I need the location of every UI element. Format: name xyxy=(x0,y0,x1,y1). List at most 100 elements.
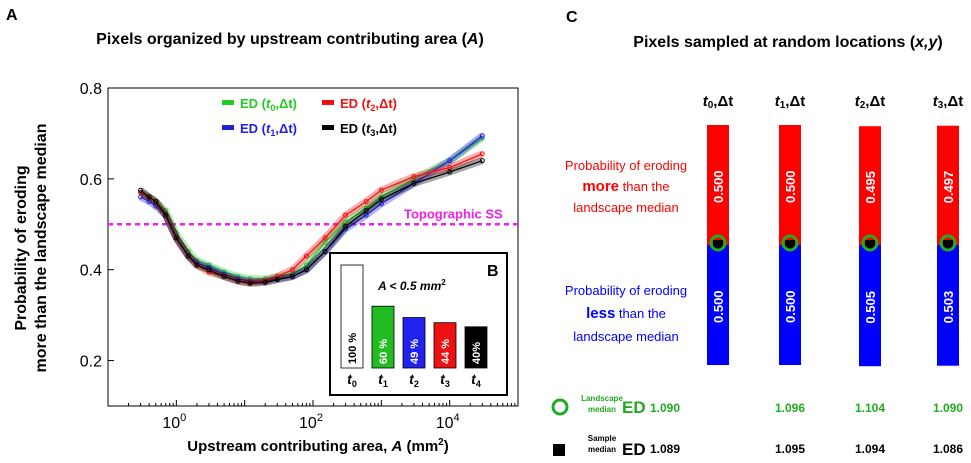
panel-b-letter: B xyxy=(487,263,499,280)
x-tick-label: 102 xyxy=(299,412,323,432)
panel-a-title: Pixels organized by upstream contributin… xyxy=(96,31,484,48)
data-point xyxy=(479,133,485,139)
x-tick-label: 100 xyxy=(162,412,186,432)
less-bar-label: 0.500 xyxy=(783,290,798,323)
c-column-3: t3,Δt 0.497 0.503 1.090 1.086 xyxy=(933,93,964,456)
landscape-median-marker xyxy=(939,234,957,252)
more-bar-label: 0.497 xyxy=(941,171,956,204)
sample-median-marker xyxy=(943,240,953,250)
b-bar-1 xyxy=(371,305,395,369)
more-bar-label: 0.495 xyxy=(863,171,878,204)
data-point xyxy=(322,239,328,245)
more-bar xyxy=(779,125,801,245)
data-point xyxy=(363,199,369,205)
sample-ed-label: ED xyxy=(622,440,646,459)
c-column-header: t3,Δt xyxy=(933,93,964,111)
b-bar-label: 40% xyxy=(471,342,483,364)
landscape-ed-value: 1.096 xyxy=(775,401,805,415)
landscape-median-marker xyxy=(861,234,879,252)
data-point xyxy=(138,194,144,200)
data-point xyxy=(235,278,241,284)
less-bar xyxy=(707,245,729,365)
b-bar-label: 44 % xyxy=(440,339,452,364)
b-bar-axis-label: t0 xyxy=(347,371,357,389)
series-0 xyxy=(138,135,485,283)
b-bar-axis-label: t4 xyxy=(471,371,481,389)
data-point xyxy=(185,253,191,259)
data-point xyxy=(378,201,384,207)
landscape-median-marker-icon xyxy=(551,398,569,416)
data-point xyxy=(447,165,453,170)
data-point xyxy=(303,267,309,273)
y-tick-label: 0.4 xyxy=(80,263,102,280)
sample-ed-value: 1.086 xyxy=(933,442,963,456)
b-bar-label: 60 % xyxy=(378,339,390,364)
more-bar-label: 0.500 xyxy=(711,170,726,203)
data-point xyxy=(185,249,191,255)
b-bar-label: 49 % xyxy=(409,339,421,364)
landscape-median-label-1: Landscape xyxy=(581,394,623,403)
panel-a-xlabel: Upstream contributing area, A (mm2) xyxy=(187,437,448,455)
b-bar-axis-label: t1 xyxy=(378,371,388,389)
series-line xyxy=(140,137,483,280)
more-line-3: landscape median xyxy=(573,200,679,215)
c-column-header: t0,Δt xyxy=(703,93,734,111)
data-point xyxy=(289,274,295,280)
legend-label-t3: ED (t3,Δt) xyxy=(340,121,397,138)
c-column-0: t0,Δt 0.500 0.500 1.090 1.089 xyxy=(650,93,733,456)
y-ticks: 0.2 0.4 0.6 0.8 xyxy=(80,81,114,371)
more-bar-label: 0.500 xyxy=(783,170,798,203)
x-tick-label: 104 xyxy=(436,412,460,432)
panel-b-condition: A < 0.5 mm2 xyxy=(377,278,446,293)
y-tick-label: 0.8 xyxy=(80,81,102,98)
series-group xyxy=(138,132,485,287)
b-bar-2 xyxy=(402,317,426,369)
landscape-ed-label: ED xyxy=(622,398,646,417)
panel-b: B A < 0.5 mm2 100 % t0 60 % t1 49 % t2 44 % t3 4… xyxy=(329,252,508,396)
topographic-ss-label: Topographic SS xyxy=(404,206,503,221)
more-bar xyxy=(859,126,881,245)
data-point xyxy=(153,199,159,205)
data-point xyxy=(163,212,169,218)
panel-a-ylabel-1: Probability of eroding xyxy=(13,165,30,330)
sample-ed-value: 1.089 xyxy=(650,442,680,456)
legend-swatch-t0 xyxy=(222,100,234,105)
less-line-2: less than the xyxy=(586,305,666,322)
panel-a-ylabel-2: more than the landscape median xyxy=(33,124,50,373)
data-point xyxy=(343,219,349,225)
c-column-1: t1,Δt 0.500 0.500 1.096 1.095 xyxy=(775,93,806,456)
landscape-ed-value: 1.090 xyxy=(933,401,963,415)
less-bar xyxy=(779,245,801,365)
data-point xyxy=(206,267,212,273)
b-bar-0 xyxy=(340,264,364,369)
series-3 xyxy=(138,157,485,287)
y-tick-label: 0.6 xyxy=(80,172,102,189)
landscape-median-marker xyxy=(709,234,727,252)
landscape-median-marker xyxy=(781,234,799,252)
data-point xyxy=(363,208,369,214)
more-bar xyxy=(707,125,729,245)
data-point xyxy=(138,187,144,193)
data-point xyxy=(146,199,152,205)
data-point xyxy=(479,151,485,157)
b-bar-3 xyxy=(433,322,457,369)
legend-swatch-t3 xyxy=(322,125,334,130)
data-point xyxy=(411,180,417,186)
data-point xyxy=(289,267,295,273)
landscape-median-label-2: median xyxy=(588,405,616,414)
x-ticks: 100 102 104 xyxy=(107,400,519,432)
data-point xyxy=(343,224,349,230)
data-point xyxy=(363,212,369,218)
data-point xyxy=(173,235,179,241)
data-point xyxy=(274,274,280,280)
sample-ed-value: 1.094 xyxy=(855,442,885,456)
sample-median-label-2: median xyxy=(588,445,616,454)
more-bar xyxy=(937,125,959,245)
b-bar-axis-label: t3 xyxy=(440,371,450,389)
panel-a-letter: A xyxy=(6,7,18,24)
landscape-ed-value: 1.090 xyxy=(650,401,680,415)
legend-swatch-t1 xyxy=(222,125,234,130)
legend: ED (t0,Δt) ED (t2,Δt) ED (t1,Δt) ED (t3,… xyxy=(222,96,397,138)
data-point xyxy=(322,235,328,241)
